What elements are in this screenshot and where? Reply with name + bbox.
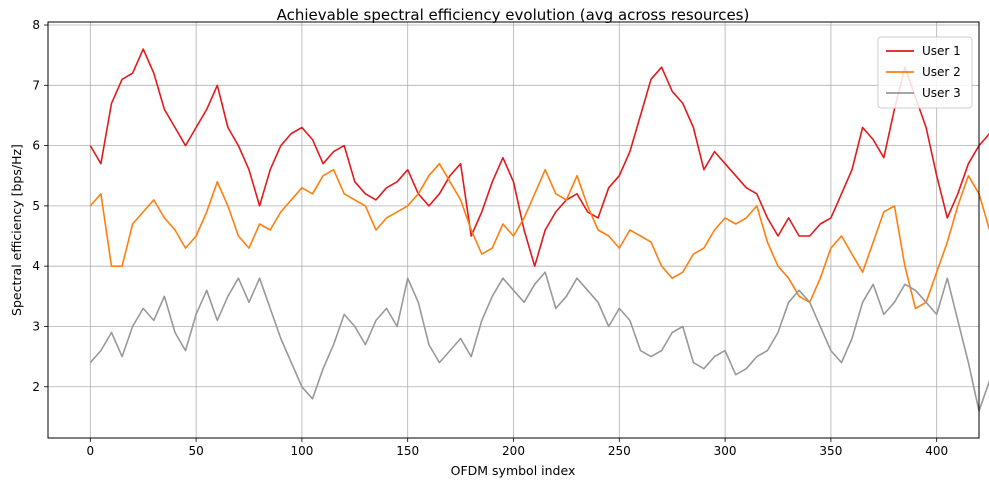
series-line-user-1: [89, 48, 989, 268]
y-axis-label: Spectral efficiency [bps/Hz]: [9, 144, 24, 316]
x-tick-label: 100: [290, 444, 313, 458]
legend: User 1 User 2 User 3: [877, 36, 973, 109]
legend-label: User 3: [922, 86, 961, 100]
y-tick-label: 4: [32, 259, 40, 273]
x-tick-label: 0: [86, 444, 94, 458]
y-tick-label: 3: [32, 319, 40, 333]
chart-title: Achievable spectral efficiency evolution…: [277, 6, 750, 24]
legend-label: User 1: [922, 44, 961, 58]
x-tick-label: 150: [396, 444, 419, 458]
y-tick-label: 5: [32, 199, 40, 213]
legend-box: [877, 36, 973, 109]
x-tick-label: 250: [608, 444, 631, 458]
x-axis-label: OFDM symbol index: [451, 463, 576, 478]
legend-label: User 2: [922, 65, 961, 79]
axis-ticks: 0 50 100 150 200 250 300 350 400 2 3 4 5 6 7 8: [32, 18, 948, 458]
y-tick-label: 7: [32, 78, 40, 92]
series-lines: [89, 48, 989, 412]
y-tick-label: 6: [32, 139, 40, 153]
x-tick-label: 350: [819, 444, 842, 458]
x-tick-label: 300: [714, 444, 737, 458]
y-tick-label: 2: [32, 380, 40, 394]
x-tick-label: 400: [925, 444, 948, 458]
series-line-user-2: [89, 162, 989, 310]
y-tick-label: 8: [32, 18, 40, 32]
series-line-user-3: [89, 271, 989, 412]
x-tick-label: 200: [502, 444, 525, 458]
x-tick-label: 50: [188, 444, 203, 458]
